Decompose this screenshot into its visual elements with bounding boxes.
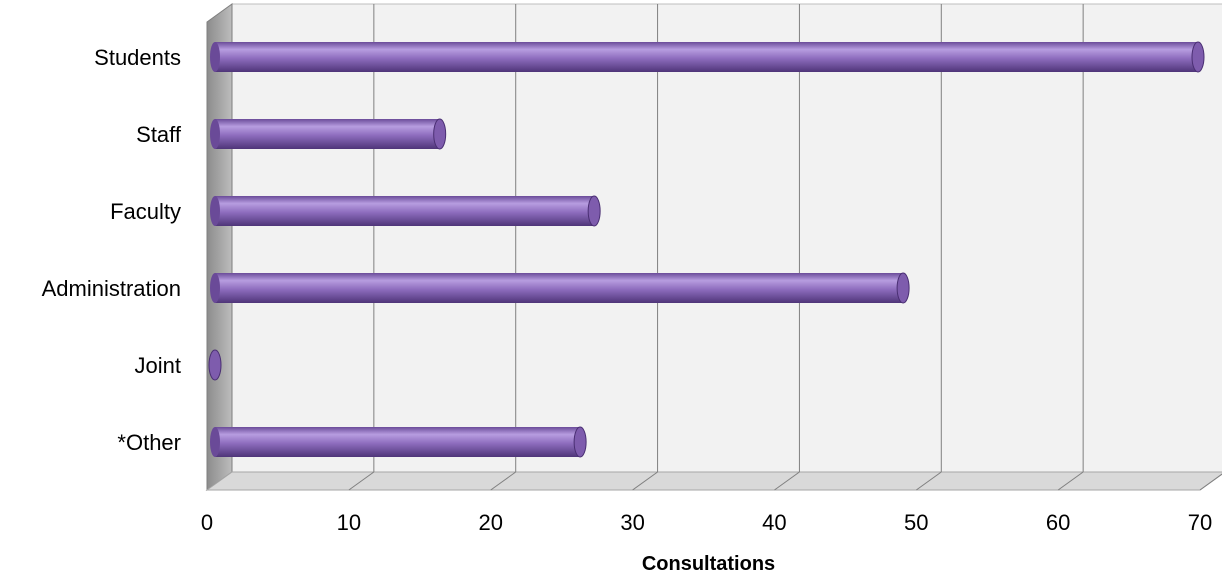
bar-end-cap [433, 118, 447, 150]
bar-start-cap [210, 273, 220, 303]
x-axis-title: Consultations [642, 553, 775, 575]
bar-joint [208, 349, 222, 381]
x-tick-label: 20 [478, 510, 502, 535]
category-label: Students [94, 45, 181, 70]
bar-end-cap [1191, 41, 1205, 73]
x-tick-label: 40 [762, 510, 786, 535]
chart-walls [205, 3, 1222, 491]
bar--other [210, 426, 587, 458]
x-tick-label: 10 [337, 510, 361, 535]
x-tick-label: 60 [1046, 510, 1070, 535]
bar-end-cap [896, 272, 910, 304]
bar-end-cap [573, 426, 587, 458]
side-wall [206, 3, 233, 491]
x-tick-label: 0 [201, 510, 213, 535]
category-label: Faculty [110, 199, 181, 224]
gridlines [348, 4, 1222, 491]
bar-end-cap [208, 349, 222, 381]
category-label: Joint [135, 353, 181, 378]
floor-gridline-10 [348, 471, 375, 491]
bar-body [215, 196, 595, 226]
floor-gridline-60 [1057, 471, 1084, 491]
bar-start-cap [210, 196, 220, 226]
back-wall [231, 3, 1222, 473]
bar-staff [210, 118, 447, 150]
bar-start-cap [210, 119, 220, 149]
floor-gridline-40 [774, 471, 800, 491]
bar-students [210, 41, 1205, 73]
x-tick-label: 30 [620, 510, 644, 535]
x-tick-label: 70 [1188, 510, 1212, 535]
floor-gridline-50 [915, 471, 942, 491]
bar-body [215, 119, 440, 149]
bar-start-cap [210, 42, 220, 72]
category-label: *Other [117, 430, 181, 455]
x-tick-labels: 0 10 20 30 40 50 60 70 [201, 510, 1212, 535]
category-label: Staff [136, 122, 182, 147]
bar-body [215, 427, 581, 457]
x-tick-label: 50 [904, 510, 928, 535]
bar-start-cap [210, 427, 220, 457]
floor-gridline-30 [632, 471, 658, 491]
bar-body [215, 42, 1198, 72]
category-label: Administration [42, 276, 181, 301]
floor-gridline-20 [490, 471, 517, 491]
bar-administration [210, 272, 910, 304]
bar-faculty [210, 195, 601, 227]
floor [205, 471, 1222, 491]
floor-gridline-70 [1199, 473, 1222, 491]
bar-body [215, 273, 904, 303]
category-labels: Students Staff Faculty Administration Joint *… [42, 45, 182, 455]
bar-end-cap [587, 195, 601, 227]
bars [208, 41, 1205, 458]
